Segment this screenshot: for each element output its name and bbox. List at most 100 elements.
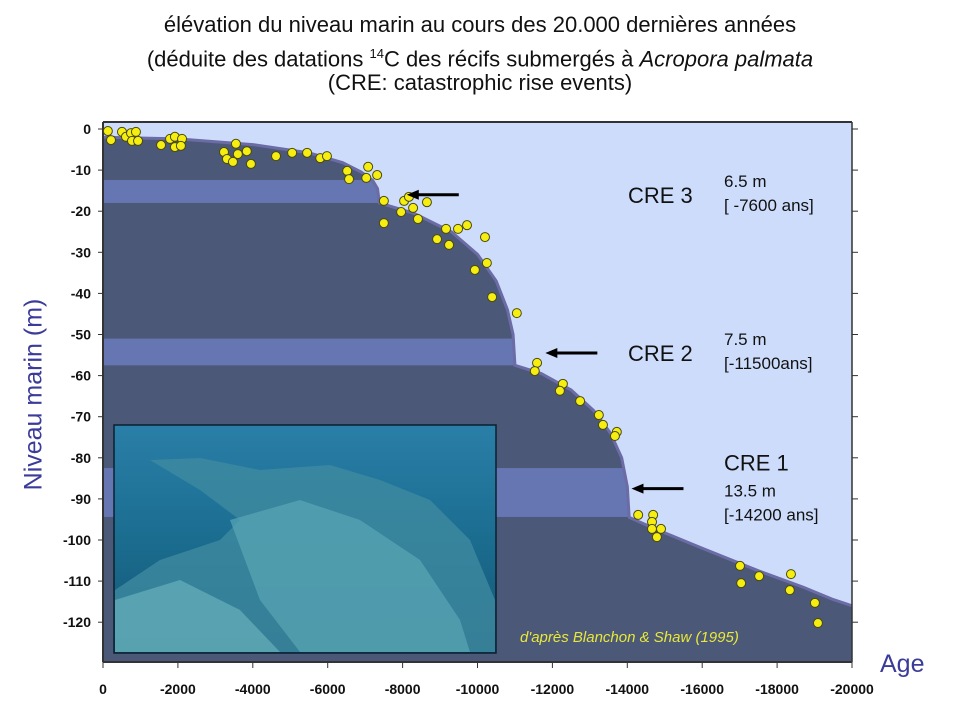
data-point bbox=[656, 523, 667, 534]
data-point bbox=[469, 264, 480, 275]
data-point bbox=[647, 523, 658, 534]
x-tick-label: -10000 bbox=[456, 681, 500, 697]
x-tick-label: -18000 bbox=[755, 681, 799, 697]
data-point bbox=[372, 170, 383, 181]
data-point bbox=[287, 147, 298, 158]
data-point bbox=[575, 396, 586, 407]
data-point bbox=[321, 151, 332, 162]
y-tick-label: -40 bbox=[71, 285, 91, 301]
y-axis-label: Niveau marin (m) bbox=[19, 298, 48, 491]
data-point bbox=[106, 135, 117, 146]
data-point bbox=[245, 158, 256, 169]
data-point bbox=[363, 161, 374, 172]
data-point bbox=[609, 431, 620, 442]
cre-rise: 6.5 m bbox=[724, 172, 767, 191]
y-tick-label: -70 bbox=[71, 409, 91, 425]
data-point bbox=[735, 560, 746, 571]
y-tick-label: -120 bbox=[63, 614, 91, 630]
data-point bbox=[444, 239, 455, 250]
cre-name: CRE 3 bbox=[628, 183, 693, 208]
data-point bbox=[736, 578, 747, 589]
data-point bbox=[342, 165, 353, 176]
x-tick-label: -14000 bbox=[606, 681, 650, 697]
data-point bbox=[441, 223, 452, 234]
data-point bbox=[812, 618, 823, 629]
title-superscript: 14 bbox=[369, 46, 384, 61]
arrow-head-icon bbox=[631, 483, 644, 494]
title-line-2: (déduite des datations 14C des récifs su… bbox=[0, 39, 960, 73]
x-tick-label: -16000 bbox=[680, 681, 724, 697]
cre-rise: 7.5 m bbox=[724, 330, 767, 349]
data-point bbox=[651, 532, 662, 543]
cre-age: [-11500ans] bbox=[724, 354, 813, 373]
data-point bbox=[102, 126, 113, 137]
y-tick-label: -20 bbox=[71, 203, 91, 219]
data-point bbox=[554, 385, 565, 396]
data-point bbox=[481, 257, 492, 268]
reef-photo bbox=[113, 424, 497, 654]
data-point bbox=[230, 138, 241, 149]
x-tick-label: -2000 bbox=[160, 681, 196, 697]
arrow-head-icon bbox=[545, 347, 558, 358]
data-point bbox=[175, 140, 186, 151]
y-tick-label: -50 bbox=[71, 327, 91, 343]
y-tick-label: -110 bbox=[64, 573, 91, 589]
y-tick-label: 0 bbox=[83, 121, 91, 137]
data-point bbox=[593, 410, 604, 421]
data-point bbox=[408, 202, 419, 213]
data-point bbox=[785, 569, 796, 580]
data-point bbox=[133, 135, 144, 146]
data-point bbox=[809, 597, 820, 608]
data-point bbox=[271, 151, 282, 162]
sea-level-curve bbox=[102, 135, 853, 608]
y-tick-label: -10 bbox=[71, 162, 91, 178]
data-point bbox=[432, 234, 443, 245]
cre-name: CRE 1 bbox=[724, 451, 789, 476]
cre-name: CRE 2 bbox=[628, 341, 693, 366]
cre-age: [ -7600 ans] bbox=[724, 196, 814, 215]
data-point bbox=[462, 220, 473, 231]
y-tick-label: -30 bbox=[71, 244, 91, 260]
data-point bbox=[597, 419, 608, 430]
x-tick-label: -12000 bbox=[531, 681, 575, 697]
data-point bbox=[302, 147, 313, 158]
y-tick-label: -60 bbox=[71, 368, 91, 384]
data-point bbox=[421, 197, 432, 208]
data-point bbox=[396, 207, 407, 218]
credit-text: d'après Blanchon & Shaw (1995) bbox=[520, 629, 739, 646]
title-species: Acropora palmata bbox=[639, 46, 814, 72]
data-point bbox=[130, 126, 141, 137]
arrow-head-icon bbox=[406, 189, 419, 200]
data-point bbox=[344, 174, 355, 185]
x-tick-label: 0 bbox=[99, 681, 107, 697]
x-axis-label: Age bbox=[880, 650, 925, 678]
title-line-3: (CRE: catastrophic rise events) bbox=[327, 70, 633, 95]
cre-rise: 13.5 m bbox=[724, 482, 776, 501]
data-point bbox=[529, 366, 540, 377]
data-point bbox=[532, 357, 543, 368]
data-point bbox=[378, 195, 389, 206]
title-line-1: élévation du niveau marin au cours des 2… bbox=[163, 12, 797, 37]
data-point bbox=[156, 140, 167, 151]
data-point bbox=[361, 172, 372, 183]
data-point bbox=[232, 149, 243, 160]
title-line-2-a: (déduite des datations bbox=[146, 46, 370, 72]
data-point bbox=[784, 585, 795, 596]
data-point bbox=[487, 292, 498, 303]
x-tick-label: -8000 bbox=[385, 681, 421, 697]
data-point bbox=[754, 571, 765, 582]
cre-age: [-14200 ans] bbox=[724, 506, 819, 525]
x-tick-label: -20000 bbox=[830, 681, 874, 697]
x-tick-label: -4000 bbox=[235, 681, 271, 697]
x-tick-label: -6000 bbox=[310, 681, 346, 697]
y-tick-label: -90 bbox=[71, 491, 91, 507]
y-tick-label: -100 bbox=[63, 532, 91, 548]
data-point bbox=[511, 308, 522, 319]
data-point bbox=[412, 214, 423, 225]
data-point bbox=[633, 509, 644, 520]
y-tick-label: -80 bbox=[71, 450, 91, 466]
data-point bbox=[378, 218, 389, 229]
data-point bbox=[453, 223, 464, 234]
